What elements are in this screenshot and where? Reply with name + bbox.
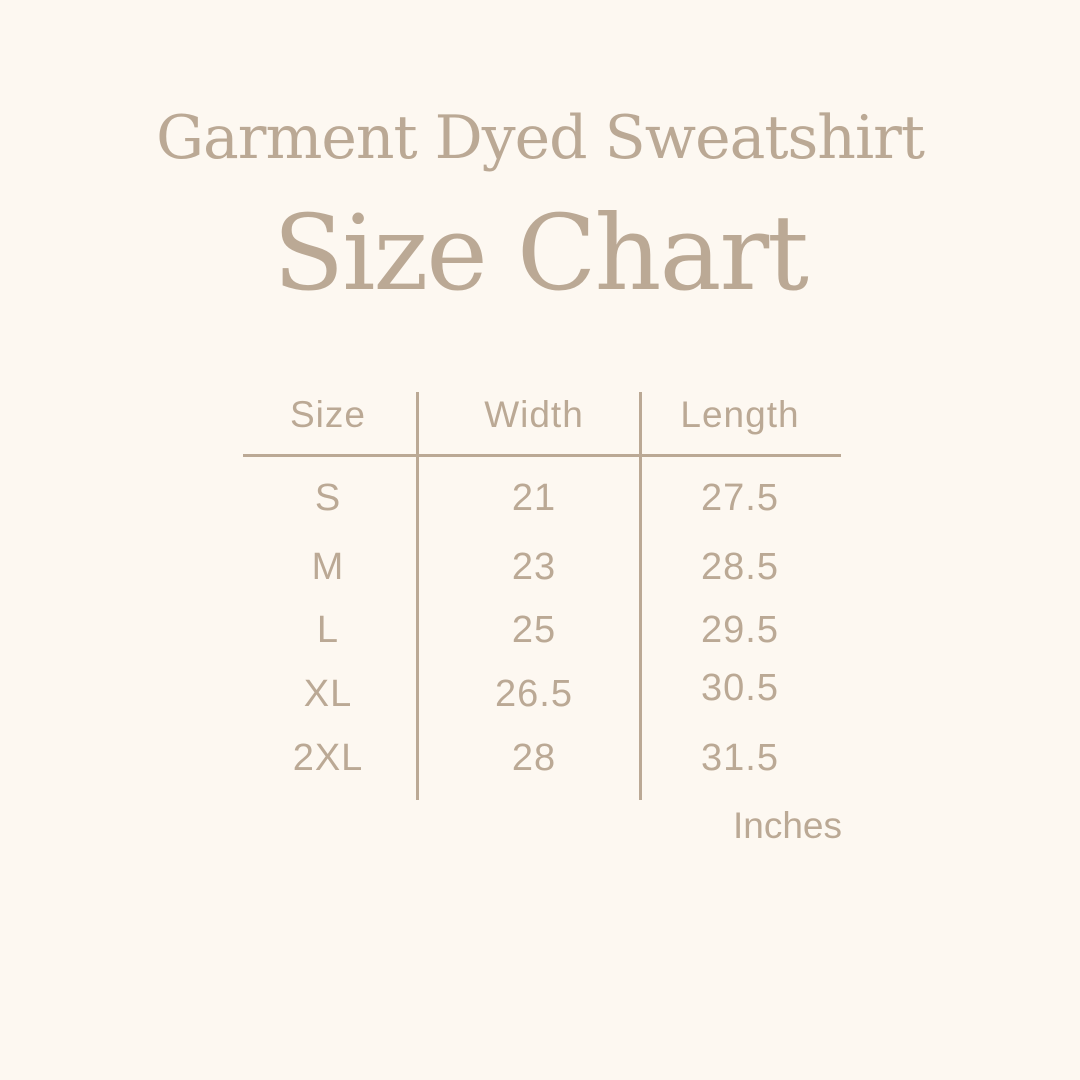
cell-length: 29.5 [701, 609, 779, 651]
cell-length: 30.5 [701, 667, 779, 709]
header-size: Size [290, 394, 366, 435]
cell-size: S [314, 477, 342, 519]
cell-width: 23 [511, 546, 557, 588]
product-title: Garment Dyed Sweatshirt [156, 103, 925, 173]
cell-width: 26.5 [495, 673, 573, 715]
header-width: Width [484, 394, 584, 435]
cell-length: 31.5 [701, 737, 779, 779]
cell-size: XL [303, 673, 353, 715]
column-divider [416, 392, 419, 800]
header-length: Length [680, 394, 800, 435]
unit-label: Inches [733, 805, 843, 846]
cell-length: 28.5 [701, 546, 779, 588]
page-title: Size Chart [273, 192, 809, 314]
cell-width: 28 [511, 737, 557, 779]
cell-size: 2XL [292, 737, 364, 779]
cell-width: 25 [511, 609, 557, 651]
cell-size: M [311, 546, 345, 588]
cell-size: L [316, 609, 340, 651]
cell-width: 21 [511, 477, 557, 519]
cell-length: 27.5 [701, 477, 779, 519]
column-divider [639, 392, 642, 800]
header-divider [243, 454, 841, 457]
